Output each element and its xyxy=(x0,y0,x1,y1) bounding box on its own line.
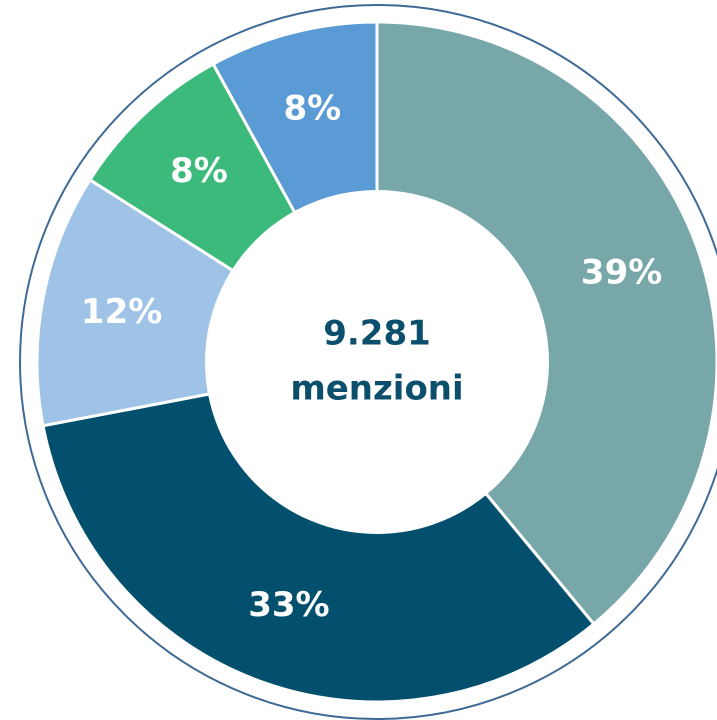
donut-hole xyxy=(205,190,549,534)
slice-label: 39% xyxy=(581,252,662,292)
slice-label: 8% xyxy=(283,89,341,129)
slice-label: 8% xyxy=(170,151,228,191)
slice xyxy=(41,360,596,704)
center-value: 9.281 xyxy=(323,314,431,354)
slice-label: 33% xyxy=(248,585,329,625)
outline-ring xyxy=(19,4,717,720)
center-caption: menzioni xyxy=(290,369,463,409)
slice xyxy=(375,20,717,627)
slice-label: 12% xyxy=(81,292,162,332)
